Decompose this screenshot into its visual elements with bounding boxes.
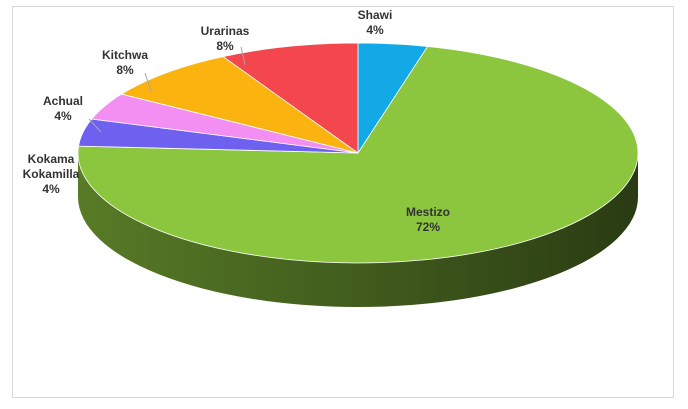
chart-frame: Shawi 4% Mestizo 72% Kokama Kokamilla 4% Achual…	[12, 6, 674, 398]
slice-label-4: Kitchwa	[102, 48, 148, 62]
slice-value-label-1: 72%	[416, 220, 440, 234]
slice-value-label-3: 4%	[54, 109, 72, 123]
slice-label-1: Mestizo	[406, 205, 450, 219]
pie-slice-1	[77, 46, 639, 264]
leader-line-4	[144, 72, 152, 92]
slice-label-2-1: Kokamilla	[23, 167, 80, 181]
pie-chart: Shawi4%Mestizo72%KokamaKokamilla4%Achual…	[23, 8, 639, 307]
slice-value-label-2: 4%	[42, 182, 60, 196]
slice-label-0: Shawi	[358, 8, 393, 22]
slice-label-2-0: Kokama	[28, 152, 75, 166]
pie-side-1	[78, 153, 638, 307]
slice-label-3: Achual	[43, 94, 83, 108]
slice-label-5: Urarinas	[201, 24, 250, 38]
pie-slice-5	[222, 42, 359, 154]
leader-line-3	[88, 118, 102, 133]
slice-value-label-4: 8%	[116, 63, 134, 77]
slice-value-label-0: 4%	[366, 23, 384, 37]
pie-slice-4	[120, 56, 359, 154]
slice-value-label-5: 8%	[216, 39, 234, 53]
leader-line-5	[240, 46, 246, 66]
